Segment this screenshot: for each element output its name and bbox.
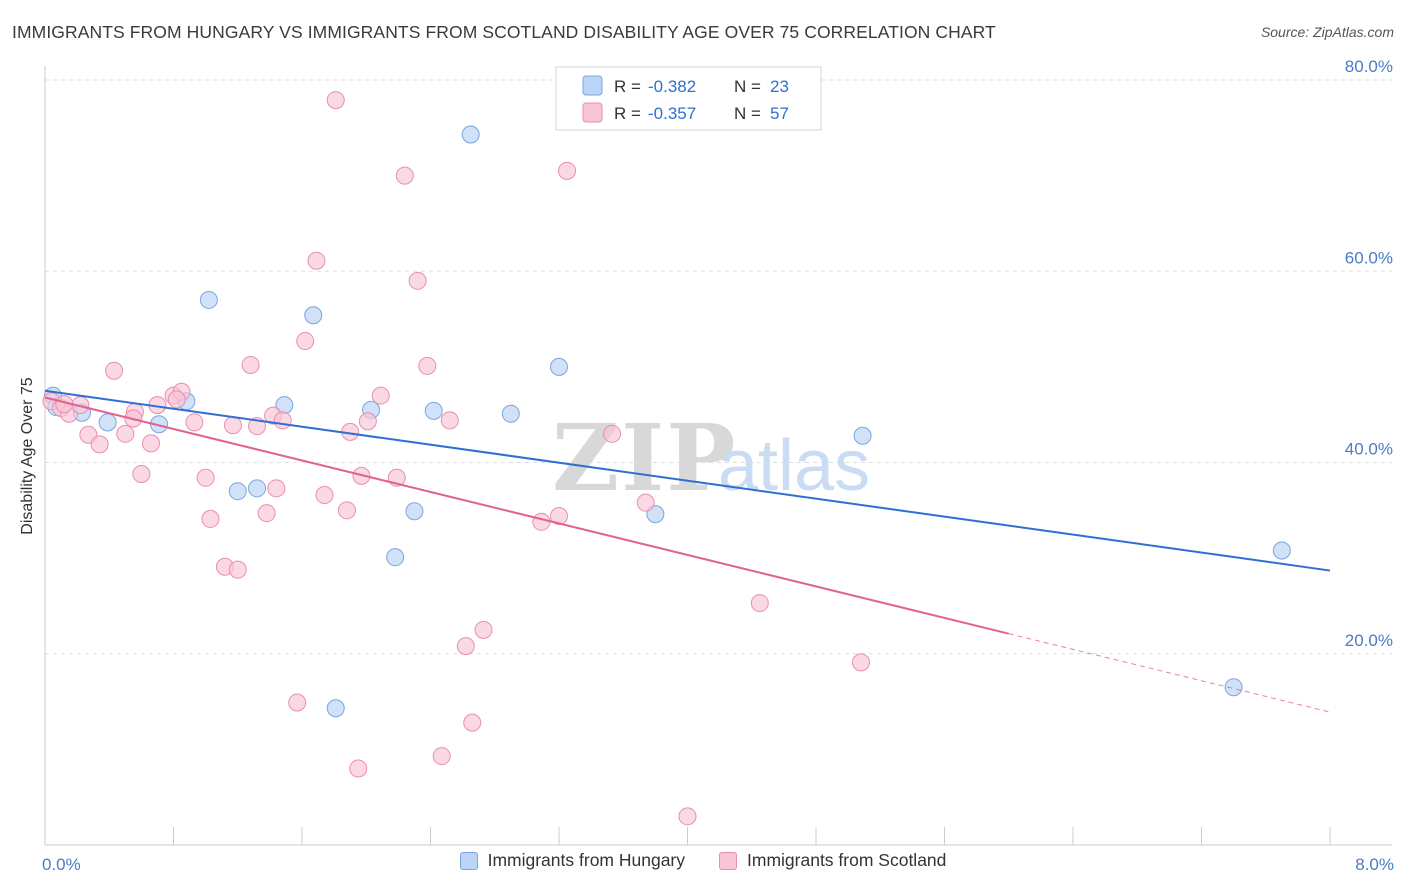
x-tick-label-min: 0.0% <box>42 855 81 874</box>
point-hungary-17 <box>501 404 520 423</box>
point-hungary-13 <box>386 548 405 567</box>
point-scotland-5 <box>90 435 109 454</box>
chart-title: IMMIGRANTS FROM HUNGARY VS IMMIGRANTS FR… <box>12 22 996 42</box>
point-hungary-22 <box>1224 678 1243 697</box>
y-tick-label-40: 40.0% <box>1345 440 1393 459</box>
legend-n-hungary: 23 <box>770 77 789 96</box>
chart-source: Source: ZipAtlas.com <box>1260 24 1394 40</box>
trend-line-hungary <box>44 389 1331 572</box>
series-scotland-points <box>42 91 870 826</box>
point-scotland-38 <box>418 356 437 375</box>
trend-line-scotland-extension <box>1008 633 1331 713</box>
point-scotland-22 <box>257 504 276 523</box>
legend-n-label-scotland: N = <box>734 104 761 123</box>
watermark-atlas: atlas <box>718 426 870 506</box>
legend-swatch-scotland <box>582 102 603 123</box>
legend-swatch-hungary <box>582 75 603 96</box>
y-tick-label-60: 60.0% <box>1345 248 1393 267</box>
point-hungary-3 <box>98 413 117 432</box>
point-hungary-14 <box>405 502 424 521</box>
point-scotland-49 <box>678 807 697 826</box>
trend-line-scotland <box>44 396 1009 635</box>
point-hungary-6 <box>199 290 218 309</box>
legend-r-scotland: -0.357 <box>648 104 696 123</box>
point-scotland-36 <box>395 166 414 185</box>
point-scotland-24 <box>267 479 286 498</box>
point-hungary-7 <box>228 482 247 501</box>
legend-n-scotland: 57 <box>770 104 789 123</box>
series-legend: Immigrants from Hungary Immigrants from … <box>0 850 1406 871</box>
axes <box>44 66 1392 846</box>
x-tick-labels: 0.0% 8.0% <box>42 855 1394 874</box>
point-scotland-7 <box>116 424 135 443</box>
point-scotland-55 <box>167 390 186 409</box>
point-scotland-46 <box>558 161 577 180</box>
point-scotland-26 <box>296 332 315 351</box>
point-scotland-16 <box>201 509 220 528</box>
point-scotland-30 <box>337 501 356 520</box>
trend-lines <box>44 389 1331 713</box>
point-scotland-14 <box>185 413 204 432</box>
point-scotland-15 <box>196 468 215 487</box>
series-legend-swatch-hungary <box>459 851 478 870</box>
point-scotland-37 <box>408 271 427 290</box>
point-scotland-50 <box>750 594 769 613</box>
series-legend-swatch-scotland <box>719 851 738 870</box>
point-scotland-56 <box>273 411 292 430</box>
series-legend-label-hungary: Immigrants from Hungary <box>487 850 686 870</box>
point-scotland-6 <box>105 361 124 380</box>
point-scotland-10 <box>142 434 161 453</box>
x-tick-label-max: 8.0% <box>1355 855 1394 874</box>
point-hungary-11 <box>326 699 345 718</box>
point-scotland-39 <box>432 747 451 766</box>
series-legend-label-scotland: Immigrants from Scotland <box>747 850 947 870</box>
point-scotland-52 <box>349 759 368 778</box>
watermark: ZIP atlas <box>552 404 870 512</box>
point-scotland-25 <box>288 693 307 712</box>
point-hungary-15 <box>424 401 443 420</box>
y-tick-label-80: 80.0% <box>1345 57 1393 76</box>
correlation-legend: R = -0.382 N = 23 R = -0.357 N = 57 <box>555 66 822 131</box>
point-scotland-18 <box>223 416 242 435</box>
point-scotland-41 <box>456 637 475 656</box>
grid-lines <box>45 79 1392 655</box>
point-scotland-44 <box>532 512 551 531</box>
series-legend-item-scotland: Immigrants from Scotland <box>719 850 946 871</box>
point-scotland-48 <box>636 493 655 512</box>
point-scotland-20 <box>241 355 260 374</box>
point-hungary-16 <box>461 125 480 144</box>
legend-r-hungary: -0.382 <box>648 77 696 96</box>
series-legend-item-hungary: Immigrants from Hungary <box>459 850 686 871</box>
point-hungary-21 <box>1272 541 1291 560</box>
point-scotland-19 <box>228 560 247 579</box>
point-scotland-47 <box>603 424 622 443</box>
point-scotland-45 <box>550 507 568 526</box>
point-hungary-8 <box>248 479 267 498</box>
y-tick-labels: 20.0% 40.0% 60.0% 80.0% <box>1345 57 1393 650</box>
y-tick-label-20: 20.0% <box>1345 631 1393 650</box>
point-hungary-10 <box>304 306 323 325</box>
point-scotland-29 <box>326 91 345 110</box>
point-scotland-51 <box>851 653 870 672</box>
point-scotland-9 <box>132 464 151 483</box>
point-hungary-19 <box>646 505 665 524</box>
point-scotland-40 <box>440 411 459 430</box>
point-scotland-42 <box>463 713 482 732</box>
point-hungary-20 <box>853 426 872 445</box>
legend-n-label-hungary: N = <box>734 77 761 96</box>
legend-r-label-scotland: R = <box>614 104 641 123</box>
point-scotland-27 <box>307 251 326 270</box>
point-hungary-18 <box>550 357 568 376</box>
point-scotland-28 <box>315 486 334 505</box>
point-scotland-34 <box>371 386 390 405</box>
point-scotland-33 <box>358 412 377 431</box>
legend-r-label-hungary: R = <box>614 77 641 96</box>
point-scotland-43 <box>474 620 493 639</box>
